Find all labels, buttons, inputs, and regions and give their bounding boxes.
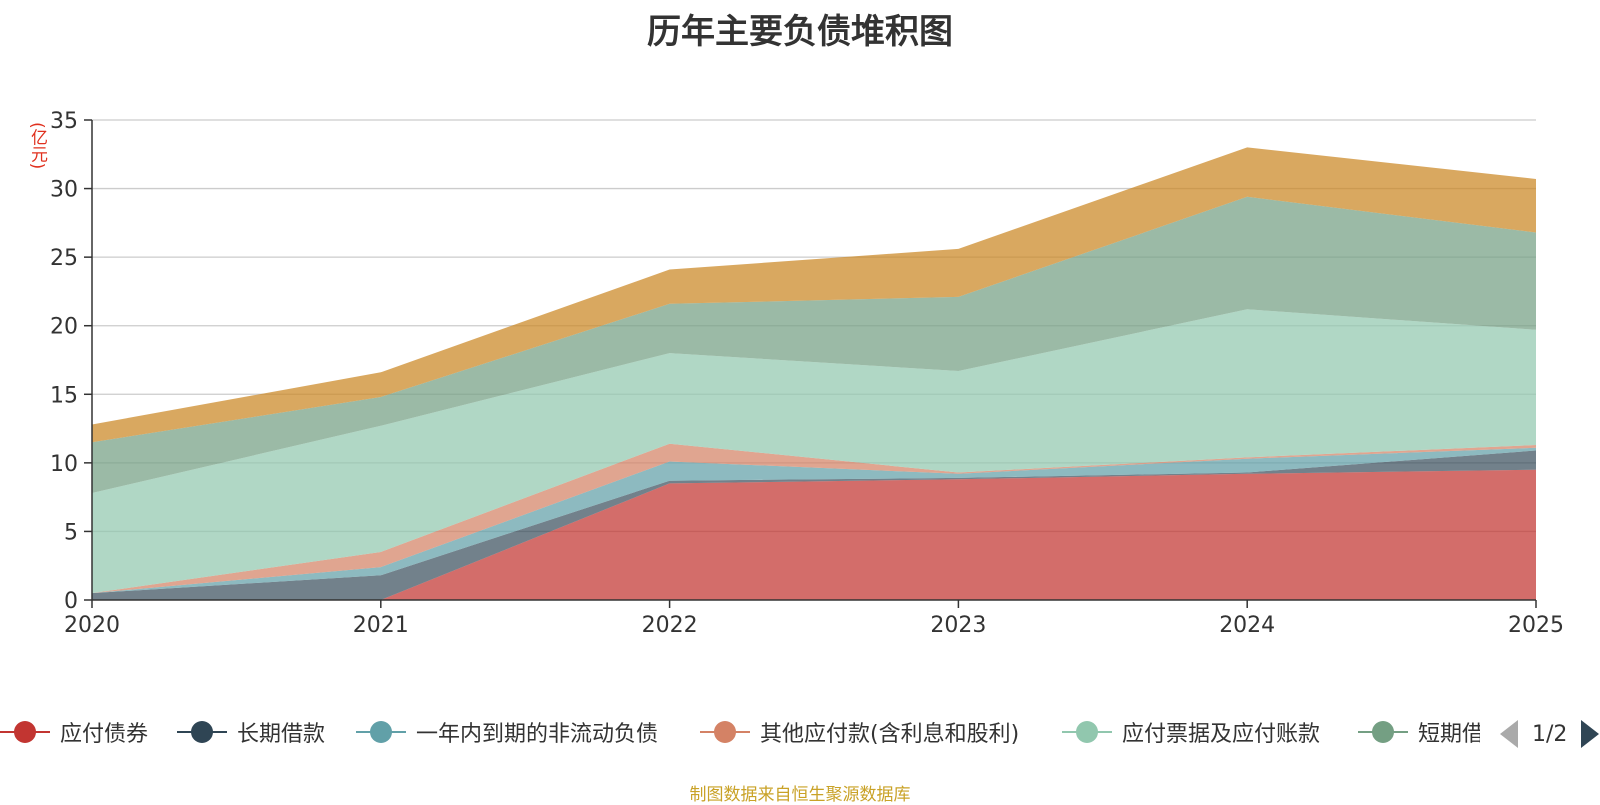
y-axis-unit-label: (亿元) (27, 122, 47, 170)
y-tick-label: 15 (50, 383, 78, 408)
legend-label: 其他应付款(含利息和股利) (760, 722, 1020, 747)
area-series-1[interactable] (92, 469, 1536, 600)
legend-label: 长期借款 (237, 722, 326, 747)
legend-next-page-icon[interactable] (1581, 720, 1600, 748)
y-tick-label: 0 (64, 589, 78, 614)
area-series-2[interactable] (92, 450, 1536, 601)
legend-item-2[interactable]: 长期借款 (177, 712, 325, 752)
y-tick-label: 20 (50, 315, 78, 340)
area-series-6[interactable] (92, 196, 1536, 494)
data-source-note: 制图数据来自恒生聚源数据库 (689, 785, 911, 805)
area-series-5[interactable] (92, 309, 1536, 594)
y-tick-label: 25 (50, 246, 78, 271)
legend-label: 应付债券 (60, 722, 149, 747)
area-series-3[interactable] (92, 447, 1536, 594)
legend-item-1[interactable]: 应付债券 (0, 712, 148, 752)
area-series-4[interactable] (92, 443, 1536, 594)
y-tick-label: 35 (50, 109, 78, 134)
area-series-7[interactable] (92, 147, 1536, 443)
legend-marker-icon (177, 717, 227, 747)
legend-marker-icon (1062, 717, 1112, 747)
x-tick-label: 2020 (64, 613, 120, 638)
legend-items-viewport: 应付债券 长期借款 一年内到期的非流动负债 其他应付款(含利息和股利) 应付票据及应付账… (0, 712, 1480, 752)
legend-prev-page-icon[interactable] (1500, 720, 1518, 748)
legend-label: 一年内到期的非流动负债 (416, 722, 659, 747)
legend-item-3[interactable]: 一年内到期的非流动负债 (356, 712, 658, 752)
legend-marker-icon (1358, 717, 1408, 747)
legend-marker-icon (0, 717, 50, 747)
area-series-group (92, 147, 1536, 600)
legend-label: 应付票据及应付账款 (1122, 722, 1321, 747)
legend-item-4[interactable]: 其他应付款(含利息和股利) (700, 712, 1019, 752)
x-tick-label: 2025 (1508, 613, 1564, 638)
legend-item-5[interactable]: 应付票据及应付账款 (1062, 712, 1320, 752)
y-tick-label: 10 (50, 452, 78, 477)
legend-marker-icon (700, 717, 750, 747)
x-tick-label: 2022 (642, 613, 698, 638)
legend-page-indicator: 1/2 (1532, 721, 1568, 747)
legend-label: 短期借 (1418, 722, 1480, 747)
x-tick-label: 2024 (1219, 613, 1275, 638)
legend-pager: 1/2 (1500, 718, 1600, 750)
legend-item-6[interactable]: 短期借 (1358, 712, 1480, 752)
legend: 应付债券 长期借款 一年内到期的非流动负债 其他应付款(含利息和股利) 应付票据及应付账… (0, 712, 1600, 752)
y-tick-label: 5 (64, 520, 78, 545)
x-tick-label: 2021 (353, 613, 409, 638)
y-tick-label: 30 (50, 178, 78, 203)
chart-title: 历年主要负债堆积图 (647, 12, 953, 52)
x-tick-label: 2023 (930, 613, 986, 638)
legend-marker-icon (356, 717, 406, 747)
